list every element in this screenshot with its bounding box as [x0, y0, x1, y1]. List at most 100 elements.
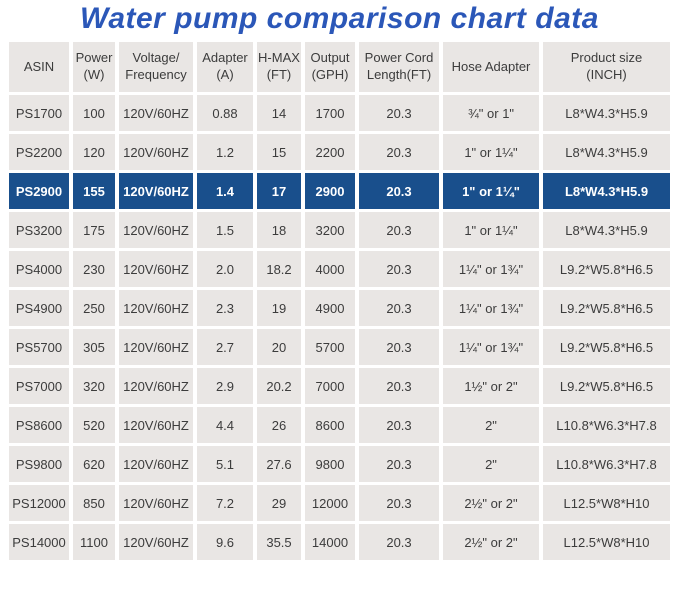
- cell-adapter-a: 0.88: [197, 95, 253, 131]
- cell-adapter-a: 1.4: [197, 173, 253, 209]
- cell-power-w: 850: [73, 485, 115, 521]
- cell-hose-adapter: 1" or 1¼": [443, 173, 539, 209]
- cell-voltage-frequency: 120V/60HZ: [119, 524, 193, 560]
- column-header-asin: ASIN: [9, 42, 69, 92]
- cell-hose-adapter: 1½" or 2": [443, 368, 539, 404]
- cell-voltage-frequency: 120V/60HZ: [119, 407, 193, 443]
- column-header-power-w: Power (W): [73, 42, 115, 92]
- cell-power-cord-length-ft: 20.3: [359, 329, 439, 365]
- cell-product-size-inch: L10.8*W6.3*H7.8: [543, 407, 670, 443]
- cell-hose-adapter: 1¼" or 1¾": [443, 251, 539, 287]
- cell-power-w: 120: [73, 134, 115, 170]
- cell-h-max-ft: 14: [257, 95, 301, 131]
- cell-output-gph: 8600: [305, 407, 355, 443]
- cell-h-max-ft: 35.5: [257, 524, 301, 560]
- cell-voltage-frequency: 120V/60HZ: [119, 134, 193, 170]
- cell-output-gph: 14000: [305, 524, 355, 560]
- table-row-ps4000: PS4000 230 120V/60HZ 2.0 18.2 4000 20.3 1¼" or …: [9, 251, 670, 287]
- cell-power-w: 230: [73, 251, 115, 287]
- cell-h-max-ft: 18.2: [257, 251, 301, 287]
- table-row-ps3200: PS3200 175 120V/60HZ 1.5 18 3200 20.3 1" or 1¼"…: [9, 212, 670, 248]
- cell-power-cord-length-ft: 20.3: [359, 524, 439, 560]
- cell-product-size-inch: L12.5*W8*H10: [543, 485, 670, 521]
- table-row-ps12000: PS12000 850 120V/60HZ 7.2 29 12000 20.3 2½" or …: [9, 485, 670, 521]
- cell-asin: PS7000: [9, 368, 69, 404]
- cell-h-max-ft: 17: [257, 173, 301, 209]
- cell-asin: PS4900: [9, 290, 69, 326]
- cell-asin: PS5700: [9, 329, 69, 365]
- cell-output-gph: 7000: [305, 368, 355, 404]
- cell-adapter-a: 2.7: [197, 329, 253, 365]
- column-header-hose-adapter: Hose Adapter: [443, 42, 539, 92]
- cell-hose-adapter: 1¼" or 1¾": [443, 329, 539, 365]
- cell-adapter-a: 5.1: [197, 446, 253, 482]
- cell-h-max-ft: 20.2: [257, 368, 301, 404]
- cell-power-cord-length-ft: 20.3: [359, 173, 439, 209]
- cell-product-size-inch: L8*W4.3*H5.9: [543, 95, 670, 131]
- column-header-output-gph: Output (GPH): [305, 42, 355, 92]
- cell-h-max-ft: 20: [257, 329, 301, 365]
- cell-power-cord-length-ft: 20.3: [359, 368, 439, 404]
- cell-h-max-ft: 27.6: [257, 446, 301, 482]
- cell-power-w: 155: [73, 173, 115, 209]
- cell-adapter-a: 4.4: [197, 407, 253, 443]
- cell-product-size-inch: L12.5*W8*H10: [543, 524, 670, 560]
- cell-product-size-inch: L9.2*W5.8*H6.5: [543, 290, 670, 326]
- table-row-ps14000: PS14000 1100 120V/60HZ 9.6 35.5 14000 20.3 2½" …: [9, 524, 670, 560]
- cell-h-max-ft: 19: [257, 290, 301, 326]
- cell-voltage-frequency: 120V/60HZ: [119, 290, 193, 326]
- cell-adapter-a: 2.0: [197, 251, 253, 287]
- cell-asin: PS14000: [9, 524, 69, 560]
- cell-hose-adapter: 2": [443, 407, 539, 443]
- cell-hose-adapter: 1" or 1¼": [443, 212, 539, 248]
- cell-h-max-ft: 26: [257, 407, 301, 443]
- cell-power-w: 250: [73, 290, 115, 326]
- cell-asin: PS2900: [9, 173, 69, 209]
- cell-hose-adapter: 2": [443, 446, 539, 482]
- cell-h-max-ft: 18: [257, 212, 301, 248]
- table-row-ps8600: PS8600 520 120V/60HZ 4.4 26 8600 20.3 2" L10.8*W…: [9, 407, 670, 443]
- table-row-ps2200: PS2200 120 120V/60HZ 1.2 15 2200 20.3 1" or 1¼"…: [9, 134, 670, 170]
- column-header-adapter-a: Adapter (A): [197, 42, 253, 92]
- cell-asin: PS12000: [9, 485, 69, 521]
- cell-power-w: 100: [73, 95, 115, 131]
- cell-output-gph: 9800: [305, 446, 355, 482]
- column-header-product-size-inch: Product size (INCH): [543, 42, 670, 92]
- cell-adapter-a: 9.6: [197, 524, 253, 560]
- cell-asin: PS3200: [9, 212, 69, 248]
- cell-power-w: 175: [73, 212, 115, 248]
- cell-output-gph: 4000: [305, 251, 355, 287]
- cell-asin: PS4000: [9, 251, 69, 287]
- column-header-power-cord-length-ft: Power Cord Length(FT): [359, 42, 439, 92]
- cell-asin: PS2200: [9, 134, 69, 170]
- table-header: ASIN Power (W) Voltage/ Frequency Adapter (…: [9, 42, 670, 92]
- cell-voltage-frequency: 120V/60HZ: [119, 329, 193, 365]
- header-row: ASIN Power (W) Voltage/ Frequency Adapter (…: [9, 42, 670, 92]
- column-header-voltage-frequency: Voltage/ Frequency: [119, 42, 193, 92]
- cell-voltage-frequency: 120V/60HZ: [119, 368, 193, 404]
- cell-hose-adapter: 1" or 1¼": [443, 134, 539, 170]
- cell-output-gph: 2900: [305, 173, 355, 209]
- cell-voltage-frequency: 120V/60HZ: [119, 485, 193, 521]
- table-row-ps7000: PS7000 320 120V/60HZ 2.9 20.2 7000 20.3 1½" or …: [9, 368, 670, 404]
- cell-voltage-frequency: 120V/60HZ: [119, 446, 193, 482]
- cell-hose-adapter: ¾" or 1": [443, 95, 539, 131]
- cell-h-max-ft: 29: [257, 485, 301, 521]
- cell-product-size-inch: L9.2*W5.8*H6.5: [543, 368, 670, 404]
- cell-adapter-a: 2.3: [197, 290, 253, 326]
- cell-product-size-inch: L8*W4.3*H5.9: [543, 173, 670, 209]
- cell-power-cord-length-ft: 20.3: [359, 212, 439, 248]
- page-title: Water pump comparison chart data: [80, 2, 599, 35]
- cell-output-gph: 2200: [305, 134, 355, 170]
- cell-power-w: 520: [73, 407, 115, 443]
- cell-output-gph: 4900: [305, 290, 355, 326]
- cell-voltage-frequency: 120V/60HZ: [119, 251, 193, 287]
- cell-power-cord-length-ft: 20.3: [359, 95, 439, 131]
- table-row-ps5700: PS5700 305 120V/60HZ 2.7 20 5700 20.3 1¼" or 1¾…: [9, 329, 670, 365]
- cell-adapter-a: 2.9: [197, 368, 253, 404]
- cell-power-w: 320: [73, 368, 115, 404]
- cell-power-w: 1100: [73, 524, 115, 560]
- cell-product-size-inch: L9.2*W5.8*H6.5: [543, 251, 670, 287]
- column-header-h-max-ft: H-MAX (FT): [257, 42, 301, 92]
